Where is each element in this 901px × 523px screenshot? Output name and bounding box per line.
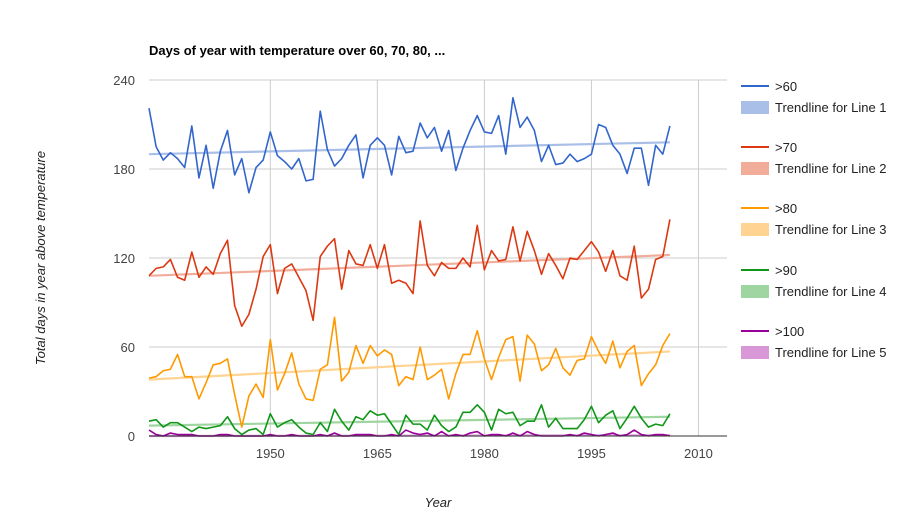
y-tick-labels: 0 60 120 180 240 xyxy=(113,73,135,444)
x-tick-label: 1950 xyxy=(256,446,285,461)
trendline-1 xyxy=(148,141,670,156)
x-tick-label: 2010 xyxy=(684,446,713,461)
legend-trend-swatch-2 xyxy=(741,162,769,175)
trendline-4 xyxy=(148,415,670,427)
legend-trend-swatch-5 xyxy=(741,346,769,359)
series-line-4[interactable] xyxy=(148,404,671,436)
legend-trend-label[interactable]: Trendline for Line 1 xyxy=(775,100,887,115)
y-axis-title: Total days in year above temperature xyxy=(33,151,48,365)
y-tick-label: 180 xyxy=(113,162,135,177)
x-tick-label: 1995 xyxy=(577,446,606,461)
x-axis-title: Year xyxy=(425,495,452,510)
legend-label[interactable]: >80 xyxy=(775,201,797,216)
legend[interactable]: >60 Trendline for Line 1 >70 Trendline for … xyxy=(741,79,887,360)
x-tick-label: 1980 xyxy=(470,446,499,461)
y-tick-label: 60 xyxy=(121,340,135,355)
legend-trend-label[interactable]: Trendline for Line 3 xyxy=(775,222,887,237)
series-line-1[interactable] xyxy=(148,97,671,194)
legend-trend-label[interactable]: Trendline for Line 5 xyxy=(775,345,887,360)
x-tick-label: 1965 xyxy=(363,446,392,461)
legend-label[interactable]: >70 xyxy=(775,140,797,155)
legend-label[interactable]: >100 xyxy=(775,324,804,339)
trendline-3 xyxy=(148,350,670,381)
gridlines xyxy=(149,79,727,436)
y-tick-label: 240 xyxy=(113,73,135,88)
series-line-3[interactable] xyxy=(148,316,671,428)
legend-label[interactable]: >60 xyxy=(775,79,797,94)
legend-label[interactable]: >90 xyxy=(775,263,797,278)
legend-trend-swatch-1 xyxy=(741,101,769,114)
x-tick-labels: 1950 1965 1980 1995 2010 xyxy=(256,446,713,461)
legend-trend-label[interactable]: Trendline for Line 4 xyxy=(775,284,887,299)
trendline-2 xyxy=(148,253,670,277)
series-line-2[interactable] xyxy=(148,219,671,328)
y-tick-label: 120 xyxy=(113,251,135,266)
y-tick-label: 0 xyxy=(128,429,135,444)
legend-trend-label[interactable]: Trendline for Line 2 xyxy=(775,161,887,176)
legend-trend-swatch-3 xyxy=(741,223,769,236)
chart-title: Days of year with temperature over 60, 7… xyxy=(149,43,445,58)
legend-trend-swatch-4 xyxy=(741,285,769,298)
